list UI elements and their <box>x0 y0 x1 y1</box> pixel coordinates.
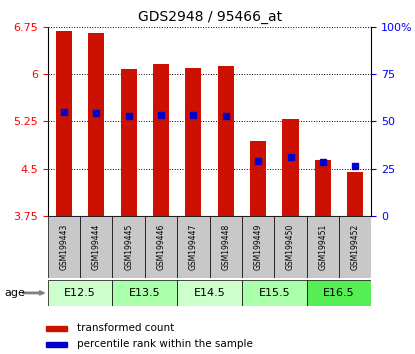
Bar <box>153 64 169 216</box>
Bar <box>46 342 67 347</box>
Bar <box>242 280 307 306</box>
Bar <box>282 119 299 216</box>
Text: age: age <box>4 288 25 298</box>
Bar <box>185 68 202 216</box>
Bar <box>112 280 177 306</box>
Bar <box>347 172 364 216</box>
Text: E15.5: E15.5 <box>259 288 290 298</box>
Bar <box>177 280 242 306</box>
Text: E13.5: E13.5 <box>129 288 161 298</box>
Bar <box>46 326 67 331</box>
Text: GSM199445: GSM199445 <box>124 224 133 270</box>
Bar <box>250 142 266 216</box>
Text: E12.5: E12.5 <box>64 288 96 298</box>
Bar <box>242 216 274 278</box>
Text: transformed count: transformed count <box>77 323 175 333</box>
Bar <box>48 280 112 306</box>
Bar <box>177 216 210 278</box>
Bar <box>217 66 234 216</box>
Bar <box>88 33 105 216</box>
Bar <box>274 216 307 278</box>
Bar <box>145 216 177 278</box>
Bar <box>80 216 112 278</box>
Bar <box>315 160 331 216</box>
Text: GSM199452: GSM199452 <box>351 224 360 270</box>
Text: GSM199444: GSM199444 <box>92 224 101 270</box>
Text: E14.5: E14.5 <box>194 288 225 298</box>
Bar <box>48 216 80 278</box>
Text: E16.5: E16.5 <box>323 288 355 298</box>
Text: GSM199447: GSM199447 <box>189 224 198 270</box>
Title: GDS2948 / 95466_at: GDS2948 / 95466_at <box>137 10 282 24</box>
Text: GSM199450: GSM199450 <box>286 224 295 270</box>
Bar <box>307 280 371 306</box>
Bar <box>210 216 242 278</box>
Text: GSM199446: GSM199446 <box>156 224 166 270</box>
Bar <box>112 216 145 278</box>
Text: GSM199451: GSM199451 <box>318 224 327 270</box>
Text: GSM199448: GSM199448 <box>221 224 230 270</box>
Bar <box>56 31 72 216</box>
Text: GSM199449: GSM199449 <box>254 224 263 270</box>
Bar <box>121 69 137 216</box>
Bar <box>307 216 339 278</box>
Bar <box>339 216 371 278</box>
Text: percentile rank within the sample: percentile rank within the sample <box>77 339 253 349</box>
Text: GSM199443: GSM199443 <box>59 224 68 270</box>
